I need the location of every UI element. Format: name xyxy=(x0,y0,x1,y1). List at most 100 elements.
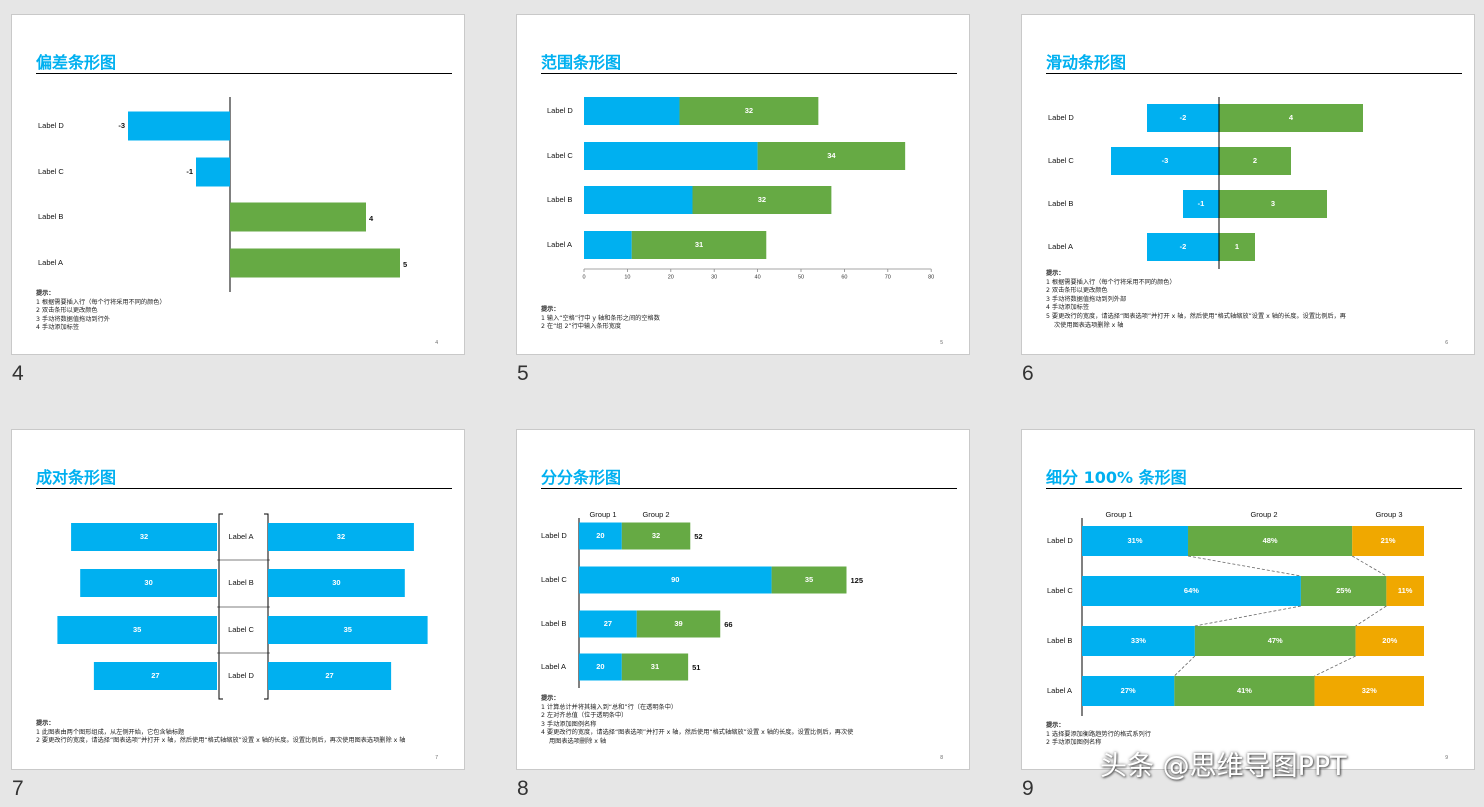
x-tick-label: 20 xyxy=(668,274,674,280)
data-label: 31% xyxy=(1128,536,1143,545)
notes-heading: 提示： xyxy=(36,720,55,727)
bar xyxy=(230,202,366,232)
slide-notes: 提示： 1 根据需要插入行（每个行将采用不同的颜色） 2 双击条形以更改颜色 3 手动… xyxy=(36,290,166,333)
legend-label: Group 2 xyxy=(642,510,669,519)
data-label: 48% xyxy=(1263,536,1278,545)
page-number: 4 xyxy=(435,340,438,346)
bar xyxy=(1111,147,1219,175)
data-label: 41% xyxy=(1237,686,1252,695)
category-label: Label C xyxy=(38,167,64,176)
bar xyxy=(1194,626,1356,656)
slide-thumbnail-4[interactable]: 偏差条形图 Label D -3 Label C -1 Label B 4 Label A 5… xyxy=(11,14,465,355)
slide-notes: 提示： 1 根据需要插入行（每个行将采用不同的颜色） 2 双击条形以更改颜色 3 手动… xyxy=(1046,270,1346,330)
category-label: Label C xyxy=(541,575,567,584)
deviation-bar-chart: Label D -3 Label C -1 Label B 4 Label A 5 xyxy=(38,97,407,292)
bar xyxy=(1219,233,1255,261)
slide-notes: 提示： 1 此图表由两个图形组成，从左侧开始，它包含轴标题 2 要更改行的宽度，请选… xyxy=(36,720,405,746)
notes-line: 4 手动添加标签 xyxy=(36,324,80,332)
category-label: Label A xyxy=(541,662,566,671)
slide-number-label: 6 xyxy=(1022,362,1034,385)
bar xyxy=(579,566,772,594)
bar xyxy=(1082,626,1195,656)
bar xyxy=(128,111,230,141)
slide-thumbnail-6[interactable]: 滑动条形图 Label D -2 4 Label C -3 2 Label B -1 3 Labe… xyxy=(1021,14,1475,355)
series-connector-line xyxy=(1174,655,1196,677)
data-label: 4 xyxy=(369,214,374,223)
slide-notes: 提示： 1 选择要添加衡路趋势行的格式系列行 2 手动添加图例名称 xyxy=(1046,722,1151,748)
notes-line: 1 输入“空格”行中 y 轴和条形之间的空格数 xyxy=(541,314,660,322)
notes-line: 1 计算总计并将其输入到“总和”行（在透明条中） xyxy=(541,703,678,711)
data-label: 31 xyxy=(651,662,659,671)
slide-thumbnail-9[interactable]: 细分 100% 条形图 Group 1 Group 2 Group 3 Label D… xyxy=(1021,429,1475,770)
data-label: 32 xyxy=(745,106,753,115)
data-label: 2 xyxy=(1253,156,1257,165)
slide-thumbnail-8[interactable]: 分分条形图 Group 1 Group 2 Label D 20 32 52 Label C… xyxy=(516,429,970,770)
series-connector-line xyxy=(1355,605,1387,627)
paired-bar-chart: 32 Label A 32 30 Label B 30 35 Label C 35 27 Label… xyxy=(57,513,428,700)
data-label: 3 xyxy=(1271,199,1275,208)
bar xyxy=(1188,526,1353,556)
x-tick-label: 10 xyxy=(624,274,630,280)
right-axis-bracket xyxy=(264,513,269,700)
bar xyxy=(57,616,218,644)
notes-line: 用图表选项删除 x 轴 xyxy=(549,737,607,745)
page-number: 8 xyxy=(940,755,943,761)
page-number: 9 xyxy=(1445,755,1448,761)
bar xyxy=(1219,147,1291,175)
category-label: Label D xyxy=(38,121,64,130)
bar xyxy=(1183,190,1219,218)
slide-title: 滑动条形图 xyxy=(1046,53,1127,72)
category-label: Label A xyxy=(1047,686,1072,695)
bar xyxy=(1082,576,1301,606)
bar xyxy=(1082,526,1189,556)
bar xyxy=(1219,104,1363,132)
data-label: -2 xyxy=(1180,242,1187,251)
data-label: 33% xyxy=(1131,636,1146,645)
data-label: 39 xyxy=(674,619,682,628)
bar xyxy=(579,522,622,550)
notes-line: 1 根据需要插入行（每个行将采用不同的颜色） xyxy=(1046,278,1176,286)
data-label: 64% xyxy=(1184,586,1199,595)
x-tick-label: 40 xyxy=(755,274,761,280)
x-tick-label: 60 xyxy=(841,274,847,280)
bar xyxy=(679,97,819,125)
total-label: 51 xyxy=(692,663,700,672)
notes-heading: 提示： xyxy=(1046,722,1065,729)
title-rule xyxy=(541,73,957,74)
category-label: Label B xyxy=(228,578,253,587)
data-label: 34 xyxy=(827,151,836,160)
data-label: 30 xyxy=(332,578,340,587)
total-label: 125 xyxy=(851,576,864,585)
data-label: 27 xyxy=(151,671,159,680)
slide-thumbnail-5[interactable]: 范围条形图 0 10 20 30 40 50 60 70 80 Label D 32 Label C 3… xyxy=(516,14,970,355)
category-label: Label C xyxy=(1047,586,1073,595)
notes-line: 1 此图表由两个图形组成，从左侧开始，它包含轴标题 xyxy=(36,728,185,736)
stacked-bar-chart: Group 1 Group 2 Label D 20 32 52 Label C 90 35 12… xyxy=(541,510,864,688)
notes-heading: 提示： xyxy=(1046,270,1065,277)
legend-label: Group 1 xyxy=(589,510,616,519)
data-label: 25% xyxy=(1336,586,1351,595)
data-label: -1 xyxy=(186,167,193,176)
range-bar-chart: 0 10 20 30 40 50 60 70 80 Label D 32 Label C 34 Label… xyxy=(547,97,934,280)
notes-heading: 提示： xyxy=(36,290,55,297)
bar xyxy=(579,610,637,638)
data-label: 32 xyxy=(337,532,345,541)
data-label: 27 xyxy=(325,671,333,680)
slide-thumbnail-7[interactable]: 成对条形图 32 Label A 32 30 Label B 30 35 Label C 35 2… xyxy=(11,429,465,770)
x-tick-label: 50 xyxy=(798,274,804,280)
notes-heading: 提示： xyxy=(541,306,560,313)
data-label: 30 xyxy=(144,578,152,587)
notes-line: 4 手动添加标签 xyxy=(1046,304,1090,312)
legend-label: Group 3 xyxy=(1375,510,1402,519)
series-connector-line xyxy=(1314,655,1356,677)
slide-title: 范围条形图 xyxy=(541,53,622,72)
title-rule xyxy=(541,488,957,489)
category-label: Label C xyxy=(1048,156,1074,165)
slide-notes: 提示： 1 输入“空格”行中 y 轴和条形之间的空格数 2 在“组 2”行中输入条形… xyxy=(541,306,660,332)
notes-line: 2 要更改行的宽度，请选择“图表选项”并打开 x 轴，然后使用“格式轴缩放”设置… xyxy=(36,737,406,745)
data-label: 4 xyxy=(1289,113,1294,122)
data-label: 32 xyxy=(758,195,766,204)
category-label: Label B xyxy=(1048,199,1073,208)
category-label: Label D xyxy=(541,531,567,540)
slide-notes: 提示： 1 计算总计并将其输入到“总和”行（在透明条中） 2 左对齐总值（位于透明条… xyxy=(541,695,853,747)
